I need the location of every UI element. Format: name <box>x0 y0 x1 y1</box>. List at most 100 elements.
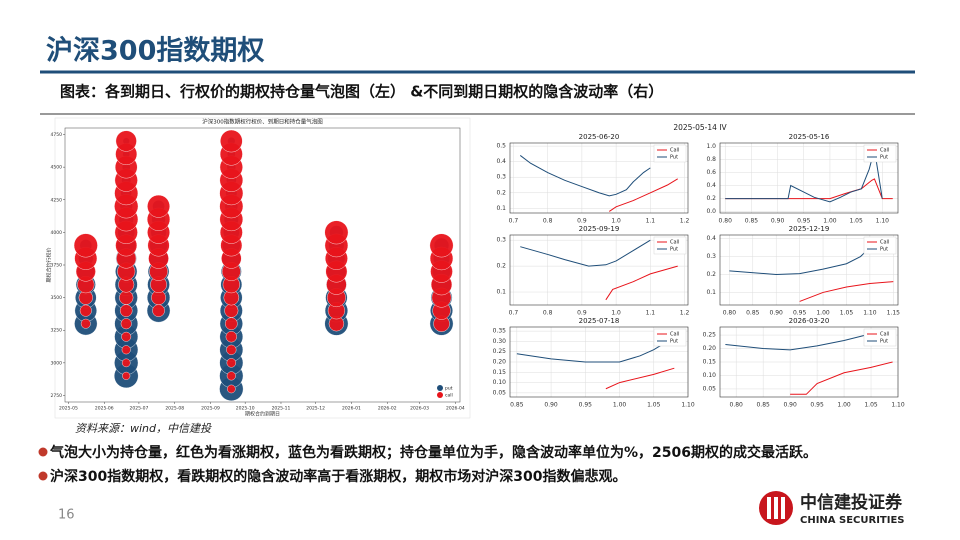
plot-frame <box>509 142 689 214</box>
subplot-title: 2025-05-16 <box>789 133 830 141</box>
x-tick-label: 2025-10 <box>236 406 255 412</box>
y-tick-label: 0.1 <box>706 289 716 296</box>
y-tick-label: 0.10 <box>493 379 507 386</box>
bubble <box>226 344 237 355</box>
legend-box <box>863 328 897 347</box>
bubble <box>225 317 238 330</box>
bullet-dot <box>38 471 48 481</box>
figure-caption: 图表：各到期日、行权价的期权持仓量气泡图（左） &不同到期日期权的隐含波动率（右… <box>60 83 663 101</box>
bubble <box>122 371 131 380</box>
y-tick-label: 0.3 <box>706 253 716 260</box>
x-tick-label: 1.1 <box>646 310 656 317</box>
x-tick-label: 0.85 <box>756 402 770 409</box>
x-tick-label: 0.8 <box>543 310 553 317</box>
x-tick-label: 1.10 <box>891 402 905 409</box>
y-tick-label: 0.0 <box>706 208 716 215</box>
y-tick-label: 0.20 <box>703 345 717 352</box>
x-tick-label: 2025-11 <box>272 406 291 412</box>
legend-label: call <box>445 393 453 399</box>
x-tick-label: 2025-06 <box>95 406 114 412</box>
x-tick-label: 0.9 <box>577 310 587 317</box>
legend-swatch <box>437 385 443 391</box>
logo-icon-part <box>767 497 771 519</box>
x-tick-label: 1.2 <box>680 310 690 317</box>
x-tick-label: 2025-09 <box>201 406 220 412</box>
x-tick-label: 1.00 <box>837 402 851 409</box>
y-tick-label: 0.30 <box>493 338 507 345</box>
x-tick-label: 0.80 <box>719 218 733 225</box>
y-tick-label: 0.05 <box>493 389 507 396</box>
bubble <box>121 331 132 342</box>
y-tick-label: 4750 <box>51 132 63 138</box>
legend-label: Put <box>880 247 888 253</box>
iv-line <box>729 247 871 275</box>
y-tick-label: 0.8 <box>706 156 716 163</box>
legend-label: Put <box>880 339 888 345</box>
x-tick-label: 2026-01 <box>342 406 361 412</box>
subplot-title: 2026-03-20 <box>789 317 830 325</box>
y-tick-label: 0.5 <box>496 143 506 150</box>
subplot-title: 2025-09-19 <box>579 225 620 233</box>
x-tick-label: 1.2 <box>680 218 690 225</box>
x-tick-label: 0.90 <box>770 310 784 317</box>
legend-label: Put <box>670 339 678 345</box>
x-tick-label: 0.90 <box>771 218 785 225</box>
x-tick-label: 0.7 <box>509 310 519 317</box>
y-axis-label: 期权合约行权价 <box>46 247 53 282</box>
y-tick-label: 0.05 <box>703 385 717 392</box>
logo-icon-part <box>781 497 785 519</box>
bubble <box>121 358 131 368</box>
iv-line <box>520 239 651 267</box>
bubble <box>152 304 165 317</box>
y-tick-label: 0.15 <box>493 369 507 376</box>
page-number: 16 <box>58 508 75 523</box>
legend-label: Call <box>670 240 679 246</box>
iv-line <box>799 281 894 302</box>
iv-line <box>725 330 888 351</box>
y-tick-label: 0.20 <box>493 359 507 366</box>
x-tick-label: 0.85 <box>745 218 759 225</box>
y-tick-label: 0.10 <box>703 372 717 379</box>
bubble <box>225 331 237 343</box>
chart-title: 沪深300指数期权行权价、到期日和持仓量气泡图 <box>202 118 323 126</box>
bubble <box>227 384 236 394</box>
x-tick-label: 2025-07 <box>130 406 149 412</box>
legend-label: Call <box>880 332 889 338</box>
y-tick-label: 4000 <box>51 230 63 236</box>
y-tick-label: 0.2 <box>496 263 506 270</box>
legend-label: Call <box>670 332 679 338</box>
legend-label: Call <box>880 240 889 246</box>
x-tick-label: 2026-02 <box>378 406 397 412</box>
source-note: 资料来源：wind，中信建投 <box>75 422 212 435</box>
bullet-text: 气泡大小为持仓量，红色为看涨期权，蓝色为看跌期权；持仓量单位为手，隐含波动率单位… <box>49 444 817 461</box>
bubble <box>324 220 349 245</box>
bullet-text: 沪深300指数期权，看跌期权的隐含波动率高于看涨期权，期权市场对沪深300指数偏… <box>50 468 626 485</box>
legend-box <box>653 144 687 163</box>
legend-label: Put <box>880 155 888 161</box>
x-tick-label: 0.90 <box>783 402 797 409</box>
subplot-title: 2025-07-18 <box>579 317 620 325</box>
y-tick-label: 0.6 <box>706 169 716 176</box>
iv-title: 2025-05-14 IV <box>673 123 727 132</box>
bubble <box>115 130 137 152</box>
x-tick-label: 2025-08 <box>165 406 184 412</box>
y-tick-label: 0.4 <box>706 235 716 242</box>
x-tick-label: 2026-04 <box>446 406 465 412</box>
x-tick-label: 0.80 <box>723 310 737 317</box>
legend-label: put <box>445 386 453 392</box>
y-tick-label: 0.25 <box>703 332 717 339</box>
x-tick-label: 0.7 <box>509 218 519 225</box>
plot-frame <box>719 234 899 306</box>
y-tick-label: 3500 <box>51 295 63 301</box>
bubble <box>226 358 237 368</box>
legend-label: Put <box>670 155 678 161</box>
bubble <box>120 318 132 330</box>
x-tick-label: 1.15 <box>887 310 901 317</box>
iv-line <box>608 178 678 212</box>
bubble <box>220 129 243 153</box>
x-tick-label: 1.05 <box>849 218 863 225</box>
bubble <box>119 290 134 305</box>
x-tick-label: 2025-05 <box>59 406 78 412</box>
x-tick-label: 1.05 <box>864 402 878 409</box>
x-tick-label: 1.0 <box>611 310 621 317</box>
